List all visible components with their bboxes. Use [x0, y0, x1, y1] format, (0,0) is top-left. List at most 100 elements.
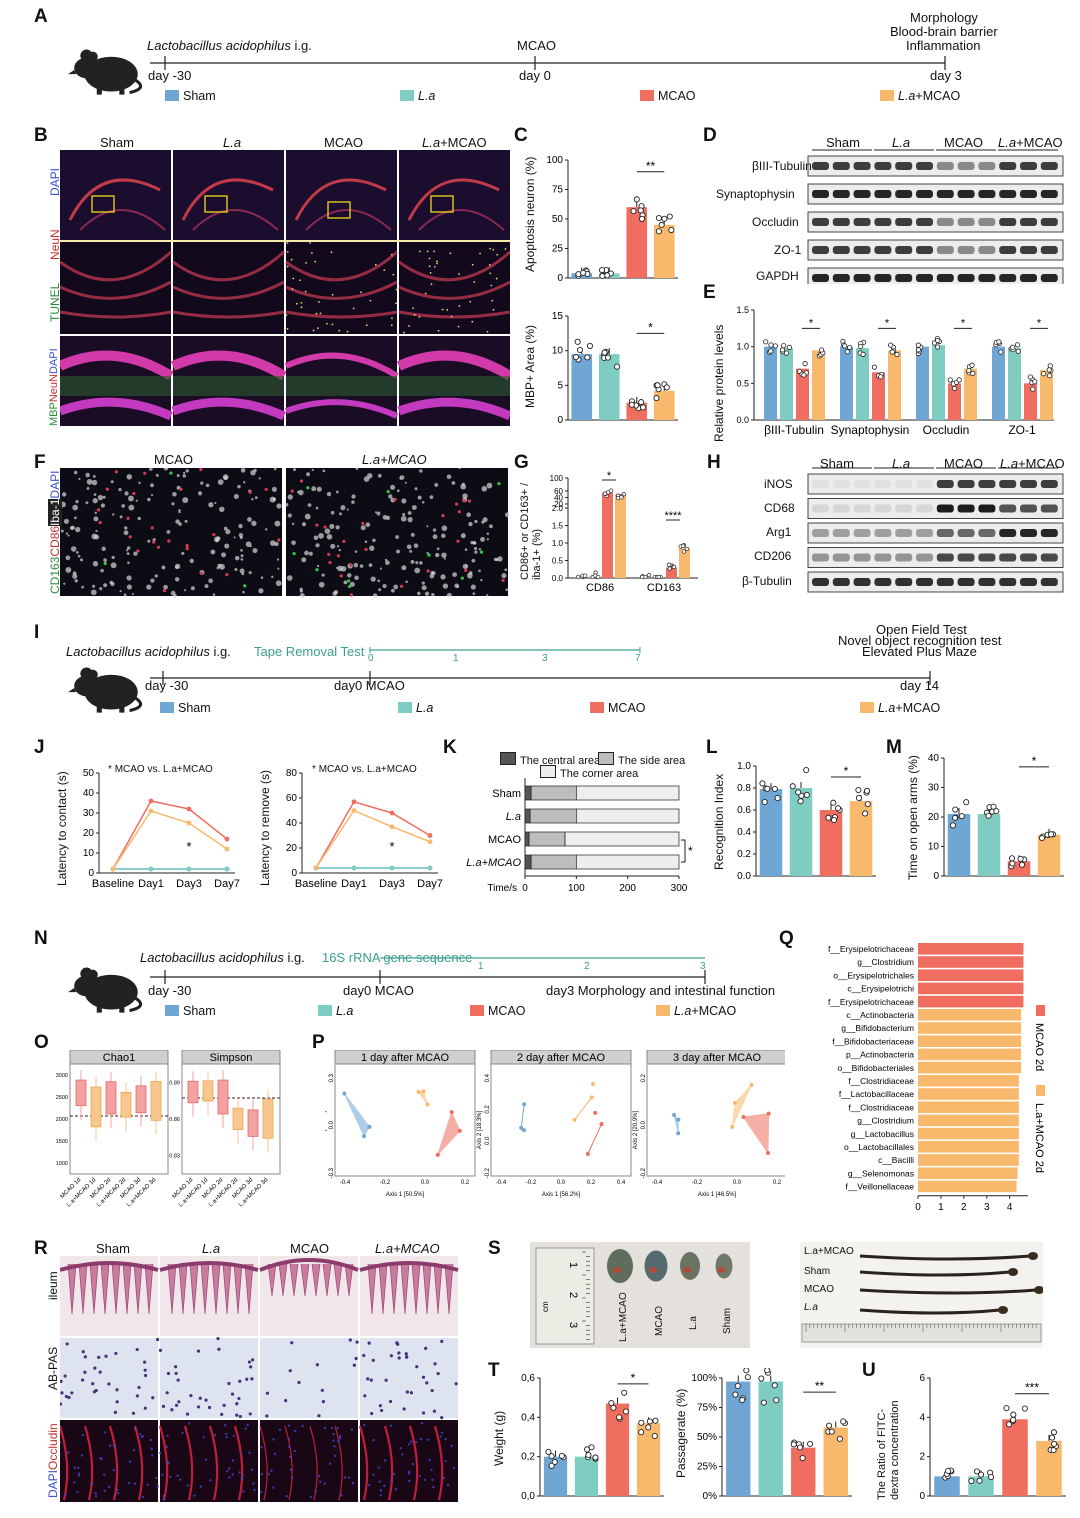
- tunel-dot: [318, 301, 320, 303]
- sig-star: *: [961, 317, 966, 329]
- cell-dot: [190, 586, 195, 591]
- blot-band: [812, 553, 829, 562]
- nucleus-dot: [423, 1478, 427, 1482]
- bar: [615, 494, 626, 578]
- goblet-cell: [174, 1365, 178, 1369]
- micrograph: [60, 468, 282, 596]
- cell-dot: [94, 511, 97, 515]
- tunel-dot: [489, 247, 492, 250]
- e-ylabel: Relative protein levels: [712, 324, 726, 442]
- lda-bar: [918, 1022, 1022, 1034]
- data-point: [732, 1391, 739, 1398]
- legend-la: L.a: [400, 89, 435, 103]
- cell-dot: [208, 578, 213, 584]
- x-axis-title: Axis 1 [50.5%]: [386, 1192, 425, 1198]
- intestine-specimen: [859, 1308, 1001, 1315]
- nucleus-dot: [432, 1485, 435, 1489]
- blot-band: [957, 504, 975, 513]
- x-tick-label: 2: [961, 1202, 967, 1213]
- ruler-number: 2: [567, 1292, 579, 1298]
- cell-dot: [441, 552, 447, 558]
- blot-strip: [807, 571, 1064, 593]
- cell-dot: [124, 491, 129, 496]
- ordination-point: [421, 1089, 426, 1094]
- lda-bar: [918, 1075, 1019, 1087]
- goblet-cell: [249, 1365, 253, 1369]
- nucleus-dot: [267, 1473, 271, 1476]
- cell-dot: [372, 538, 376, 543]
- ordination-point: [766, 1111, 771, 1116]
- goblet-cell: [143, 1368, 147, 1372]
- cecum-specimen: [644, 1250, 668, 1282]
- blot-band: [1040, 274, 1058, 282]
- r-col-sham: Sham: [96, 1241, 130, 1256]
- data-point: [834, 805, 842, 812]
- cell-dot: [233, 493, 239, 500]
- blot-band: [957, 162, 975, 170]
- nucleus-dot: [323, 1426, 327, 1430]
- data-point: [621, 1389, 628, 1396]
- micrograph: [399, 242, 510, 334]
- if-section: [160, 1420, 258, 1502]
- cell-dot: [93, 516, 99, 522]
- cell-dot: [178, 508, 181, 512]
- data-point: [651, 1432, 658, 1440]
- data-point: [771, 1382, 778, 1389]
- blot-band: [1020, 578, 1037, 586]
- x-tick-label: CD163: [647, 582, 681, 594]
- cell-dot: [318, 581, 325, 588]
- cell-dot: [146, 584, 152, 590]
- d-label-tubulin: βIII-Tubulin: [752, 159, 812, 173]
- cell-dot: [182, 474, 187, 478]
- tunel-dot: [428, 257, 431, 260]
- goblet-cell: [354, 1356, 358, 1361]
- panel-f-microscopy: MCAO L.a+MCAO CD163CD86Iba-1DAPI: [48, 450, 510, 600]
- cell-dot: [426, 525, 429, 528]
- r-col-mcao: MCAO: [290, 1241, 329, 1256]
- series-point: [427, 839, 433, 845]
- cd86-dot: [105, 487, 109, 491]
- y-tick-label: 20: [286, 843, 298, 854]
- tissue-band: [171, 397, 286, 421]
- goblet-cell: [388, 1399, 393, 1404]
- nucleus-dot: [328, 1462, 332, 1465]
- cell-dot: [121, 504, 126, 508]
- y-tick-label: 0.2: [737, 849, 751, 860]
- goblet-cell: [222, 1403, 226, 1407]
- ordination-point: [676, 1117, 681, 1122]
- villus: [367, 1263, 377, 1315]
- data-point: [602, 491, 608, 496]
- u-ylabel-1: The Ratio of FITC-: [876, 1408, 888, 1500]
- data-point: [779, 347, 786, 353]
- villus: [267, 1263, 277, 1297]
- blot-band: [978, 190, 996, 198]
- panel-label-i: I: [34, 622, 40, 643]
- nucleus-dot: [232, 1434, 236, 1437]
- cd86-dot: [455, 502, 459, 506]
- legend-label: MCAO 2d: [1033, 1023, 1045, 1071]
- cell-dot: [424, 591, 430, 596]
- nucleus-dot: [108, 1485, 111, 1489]
- nucleus-dot: [418, 1474, 421, 1478]
- cell-dot: [432, 534, 438, 540]
- cd86-dot: [349, 593, 354, 597]
- tunel-dot: [360, 291, 362, 294]
- nucleus-dot: [156, 1485, 160, 1488]
- cell-dot: [204, 584, 209, 589]
- nucleus-dot: [419, 1437, 423, 1441]
- blot-band: [1020, 246, 1037, 254]
- cell-dot: [273, 468, 277, 471]
- y-tick-label: 10: [552, 346, 564, 357]
- data-point: [574, 338, 581, 345]
- data-point: [759, 780, 766, 787]
- ordination-point: [599, 1121, 604, 1126]
- cell-dot: [465, 564, 468, 568]
- occludin-signal: [259, 1425, 268, 1501]
- cell-dot: [486, 532, 490, 536]
- bar: [823, 1427, 848, 1496]
- blot-band: [895, 529, 913, 537]
- ordination-point: [676, 1131, 681, 1136]
- occludin-signal: [208, 1425, 219, 1501]
- data-point: [847, 344, 853, 351]
